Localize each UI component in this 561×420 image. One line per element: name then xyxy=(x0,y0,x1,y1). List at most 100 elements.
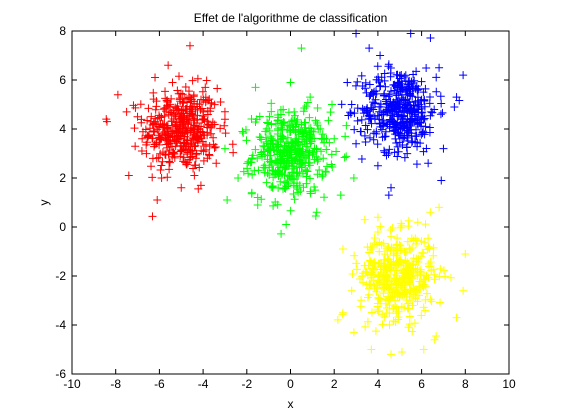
data-point xyxy=(376,51,385,60)
data-point xyxy=(206,107,215,116)
data-point xyxy=(360,261,369,270)
data-point xyxy=(161,94,170,103)
data-point xyxy=(263,155,272,164)
x-tick-label: 8 xyxy=(462,377,469,391)
data-point xyxy=(161,87,170,96)
data-point xyxy=(196,181,205,190)
data-point xyxy=(190,121,199,130)
data-point xyxy=(360,215,369,224)
data-point xyxy=(452,93,461,102)
x-axis-title: x xyxy=(288,397,294,411)
data-point xyxy=(290,116,299,125)
data-point xyxy=(269,136,278,145)
data-point xyxy=(297,44,306,53)
data-point xyxy=(244,169,253,178)
data-point xyxy=(197,146,206,155)
data-point xyxy=(248,170,257,179)
data-point xyxy=(384,60,393,69)
y-tick-label: -2 xyxy=(55,269,66,283)
x-tick-label: -6 xyxy=(154,377,165,391)
data-point xyxy=(413,218,422,227)
data-point xyxy=(229,148,238,157)
data-point xyxy=(151,73,160,82)
data-point xyxy=(195,163,204,172)
data-point xyxy=(131,142,140,151)
data-point xyxy=(177,113,186,122)
data-point xyxy=(188,76,197,85)
data-point xyxy=(349,174,358,182)
data-point xyxy=(389,317,398,326)
data-point xyxy=(425,93,434,102)
data-point xyxy=(146,124,155,133)
data-point xyxy=(333,315,342,324)
x-tick-label: 0 xyxy=(287,377,294,391)
data-point xyxy=(392,70,401,79)
data-point xyxy=(404,222,413,231)
data-point xyxy=(247,154,256,163)
data-point xyxy=(401,86,410,95)
data-point xyxy=(180,94,189,103)
data-point xyxy=(369,98,378,107)
data-point xyxy=(386,72,395,81)
data-point xyxy=(378,320,387,329)
data-point xyxy=(414,281,423,290)
data-point xyxy=(216,124,225,133)
data-point xyxy=(380,91,389,100)
data-point xyxy=(301,118,310,127)
data-point xyxy=(306,187,315,196)
data-point xyxy=(358,278,367,287)
data-point xyxy=(171,111,180,120)
data-point xyxy=(358,104,367,113)
data-point xyxy=(320,193,329,202)
data-point xyxy=(432,332,441,341)
data-point xyxy=(343,78,352,87)
data-point xyxy=(348,270,357,279)
x-tick-label: 10 xyxy=(502,377,516,391)
data-point xyxy=(389,273,398,282)
data-point xyxy=(199,95,208,104)
data-point xyxy=(291,126,300,135)
data-point xyxy=(148,173,157,182)
data-point xyxy=(412,239,421,248)
data-point xyxy=(359,269,368,278)
y-ticks: -6 -4 -2 0 2 4 6 8 xyxy=(55,24,509,381)
data-point xyxy=(414,257,423,266)
data-point xyxy=(318,172,327,181)
y-tick-label: 4 xyxy=(59,122,66,136)
data-point xyxy=(147,112,156,121)
data-point xyxy=(175,72,184,81)
data-point xyxy=(385,145,394,154)
data-point xyxy=(290,111,299,120)
data-point xyxy=(367,119,376,128)
data-point xyxy=(276,148,285,157)
data-point xyxy=(220,121,229,130)
data-point xyxy=(340,153,349,162)
data-point xyxy=(392,244,401,253)
data-point xyxy=(438,108,447,117)
data-point xyxy=(436,298,445,307)
data-point xyxy=(341,132,350,141)
data-point xyxy=(313,103,322,112)
data-point xyxy=(290,195,299,204)
data-point xyxy=(377,110,386,119)
data-point xyxy=(205,150,214,159)
data-point xyxy=(353,77,362,86)
data-point xyxy=(137,147,146,156)
data-point xyxy=(150,127,159,136)
data-point xyxy=(429,251,438,260)
data-point xyxy=(186,146,195,155)
data-point xyxy=(423,245,432,254)
data-point xyxy=(417,77,426,86)
data-point xyxy=(168,132,177,141)
data-point xyxy=(138,134,147,143)
data-point xyxy=(390,148,399,157)
data-point xyxy=(416,270,425,279)
data-point xyxy=(168,78,177,87)
data-point xyxy=(158,157,167,166)
data-point xyxy=(130,124,139,133)
data-point xyxy=(424,234,433,243)
data-point xyxy=(251,145,260,154)
data-point xyxy=(379,239,388,248)
data-point xyxy=(369,276,378,285)
